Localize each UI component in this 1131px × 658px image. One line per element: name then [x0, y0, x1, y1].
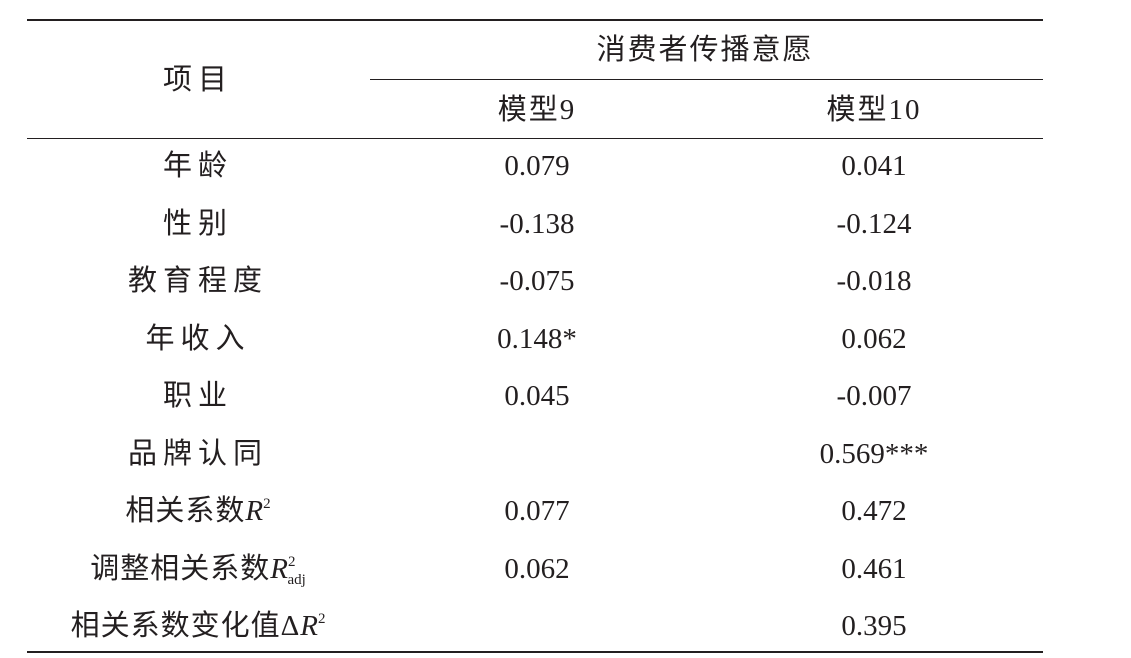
value-cell: 0.079 [504, 150, 570, 182]
label-subscript: adj [287, 571, 306, 588]
group-header: 消费者传播意愿 [596, 34, 814, 66]
label-text: 职业 [162, 380, 233, 412]
value-cell: 0.045 [504, 380, 570, 412]
label-text: 年龄 [162, 150, 233, 182]
value-cell: 0.569*** [819, 437, 929, 470]
value-cell: 0.062 [841, 322, 907, 355]
top-rule [27, 19, 1043, 21]
row-label: 调整相关系数R2adj [28, 549, 368, 589]
label-scripts: 2adj [287, 549, 306, 589]
group-rule [370, 79, 1043, 80]
value-cell: 0.077 [504, 495, 570, 527]
label-variable: R [270, 552, 288, 585]
row-label: 年龄 [28, 146, 368, 186]
label-text: 品牌认同 [127, 437, 268, 470]
label-scripts: 2 [318, 606, 326, 646]
row-label: 职业 [28, 376, 368, 416]
bottom-rule [27, 651, 1043, 653]
value-cell: 0.041 [841, 150, 907, 182]
value-cell: 0.461 [841, 552, 907, 585]
label-superscript: 2 [263, 496, 271, 512]
value-cell: 0.395 [841, 610, 907, 642]
label-text: 教育程度 [127, 265, 268, 297]
header-rule [27, 138, 1043, 139]
value-cell: -0.075 [499, 265, 575, 297]
value-cell: -0.018 [836, 265, 912, 297]
label-superscript: 2 [317, 611, 326, 627]
label-text: 相关系数变化值Δ [70, 610, 301, 642]
value-cell: 0.062 [504, 552, 570, 585]
label-text: 调整相关系数 [90, 552, 271, 585]
row-label: 年收入 [28, 319, 368, 359]
row-label: 性别 [28, 204, 368, 244]
value-cell: 0.148* [497, 322, 577, 355]
label-text: 相关系数 [125, 495, 246, 527]
label-variable: R [300, 610, 318, 642]
item-header: 项目 [162, 64, 233, 96]
label-scripts: 2 [263, 491, 271, 531]
row-label: 相关系数R2 [28, 491, 368, 531]
row-label: 品牌认同 [28, 434, 368, 474]
column-header: 模型9 [497, 94, 577, 126]
row-label: 教育程度 [28, 261, 368, 301]
row-label: 相关系数变化值ΔR2 [28, 606, 368, 646]
value-cell: -0.138 [499, 207, 575, 240]
value-cell: -0.124 [836, 207, 912, 240]
label-text: 年收入 [145, 322, 251, 355]
column-header: 模型10 [826, 94, 922, 126]
label-variable: R [245, 495, 264, 527]
value-cell: 0.472 [841, 495, 907, 527]
value-cell: -0.007 [836, 380, 912, 412]
label-superscript: 2 [287, 553, 296, 570]
label-text: 性别 [162, 207, 233, 240]
